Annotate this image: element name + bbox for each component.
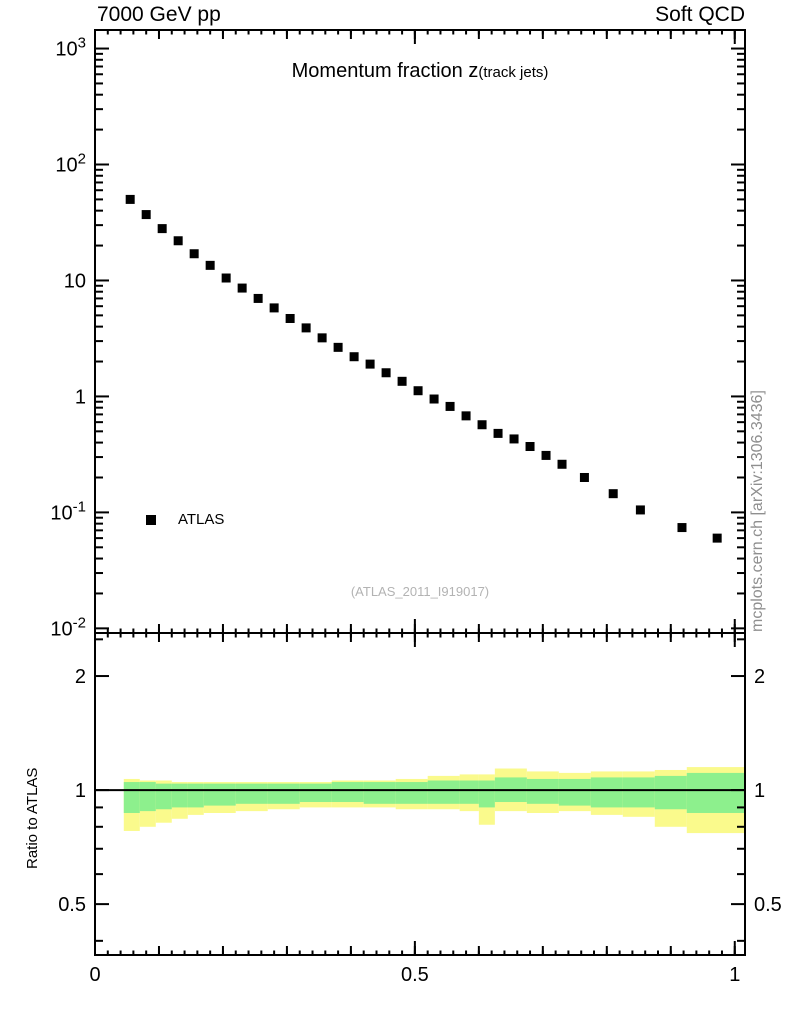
data-point-marker (445, 401, 455, 411)
data-point-marker (365, 359, 375, 369)
ratio-y-tick-label-right: 1 (754, 780, 765, 802)
data-point-marker (253, 293, 263, 303)
mc-uncertainty-green-band-bin (331, 782, 364, 803)
data-point-marker (221, 273, 231, 283)
mc-uncertainty-green-band-bin (686, 772, 745, 813)
y-axis-tick-label: 103 (55, 35, 86, 61)
mc-uncertainty-green-band-bin (654, 775, 687, 810)
data-point-marker (269, 303, 279, 313)
mc-uncertainty-green-band-bin (622, 777, 655, 808)
y-axis-tick-label: 10-2 (50, 614, 86, 640)
mc-uncertainty-green-band-bin (171, 783, 188, 808)
beam-energy-label: 7000 GeV pp (97, 3, 221, 26)
mc-uncertainty-green-band-bin (235, 783, 268, 804)
ratio-y-tick-label-left: 2 (75, 666, 86, 688)
data-point-marker (677, 523, 687, 533)
data-point-marker (413, 386, 423, 396)
data-point-marker (349, 352, 359, 362)
mc-uncertainty-green-band-bin (267, 783, 300, 804)
mc-uncertainty-green-band-bin (299, 783, 332, 803)
ratio-y-tick-label-left: 1 (75, 780, 86, 802)
data-point-marker (557, 459, 567, 469)
mc-uncertainty-green-band-bin (526, 778, 559, 804)
x-axis-tick-label: 1 (729, 964, 740, 986)
mc-uncertainty-green-band-bin (187, 783, 204, 808)
analysis-id-watermark: (ATLAS_2011_I919017) (350, 584, 490, 599)
mcplots-arxiv-side-note: mcplots.cern.ch [arXiv:1306.3436] (749, 390, 766, 632)
data-point-marker (301, 323, 311, 333)
data-point-marker (509, 434, 519, 444)
mc-uncertainty-green-band-bin (139, 782, 156, 812)
mc-uncertainty-green-band-bin (427, 780, 460, 804)
data-point-marker (579, 472, 589, 482)
ratio-y-tick-label-right: 0.5 (754, 894, 782, 916)
data-point-marker (635, 505, 645, 515)
x-axis-tick-label: 0.5 (401, 964, 429, 986)
data-point-marker (493, 428, 503, 438)
mc-uncertainty-green-band-bin (395, 782, 428, 804)
data-point-marker (541, 450, 551, 460)
mc-uncertainty-green-band-bin (459, 780, 479, 804)
data-point-marker (525, 442, 535, 452)
data-point-marker (237, 283, 247, 293)
data-point-marker (189, 249, 199, 259)
data-point-marker (285, 313, 295, 323)
data-point-marker (333, 342, 343, 352)
data-point-marker (608, 489, 618, 499)
mc-uncertainty-green-band-bin (478, 780, 495, 808)
plot-title: Momentum fraction z(track jets) (95, 60, 745, 83)
y-axis-tick-label: 10 (64, 270, 86, 292)
legend-label: ATLAS (178, 511, 225, 528)
plot-title-main: Momentum fraction z (291, 60, 479, 82)
data-point-marker (429, 394, 439, 404)
data-point-marker (477, 420, 487, 430)
x-axis-tick-label: 0 (89, 964, 100, 986)
plot-title-suffix: (track jets) (478, 64, 549, 81)
y-axis-tick-label: 10-1 (50, 498, 86, 524)
data-point-marker (381, 368, 391, 378)
mc-uncertainty-green-band-bin (590, 777, 623, 808)
y-axis-tick-label: 102 (55, 151, 86, 177)
mc-uncertainty-green-band-bin (203, 783, 236, 806)
ratio-y-tick-label-right: 2 (754, 666, 765, 688)
data-point-marker (125, 194, 135, 204)
data-point-marker (141, 210, 151, 220)
y-axis-tick-label: 1 (75, 386, 86, 408)
legend: ATLAS (146, 511, 224, 528)
ratio-y-axis-label: Ratio to ATLAS (24, 767, 41, 869)
mc-uncertainty-green-band-bin (363, 782, 396, 804)
data-point-marker (173, 236, 183, 246)
top-panel-frame (94, 29, 746, 634)
mc-uncertainty-green-band-bin (558, 778, 591, 806)
legend-square-marker-icon (146, 514, 156, 525)
data-point-marker (397, 376, 407, 386)
mc-uncertainty-green-band-bin (155, 783, 172, 810)
process-group-label: Soft QCD (655, 3, 745, 26)
data-point-marker (205, 260, 215, 270)
data-point-marker (712, 533, 722, 543)
mc-uncertainty-green-band-bin (123, 782, 140, 813)
data-point-marker (461, 411, 471, 421)
ratio-panel-frame (94, 632, 746, 956)
data-point-marker (157, 224, 167, 234)
data-point-marker (317, 333, 327, 343)
ratio-y-tick-label-left: 0.5 (58, 894, 86, 916)
